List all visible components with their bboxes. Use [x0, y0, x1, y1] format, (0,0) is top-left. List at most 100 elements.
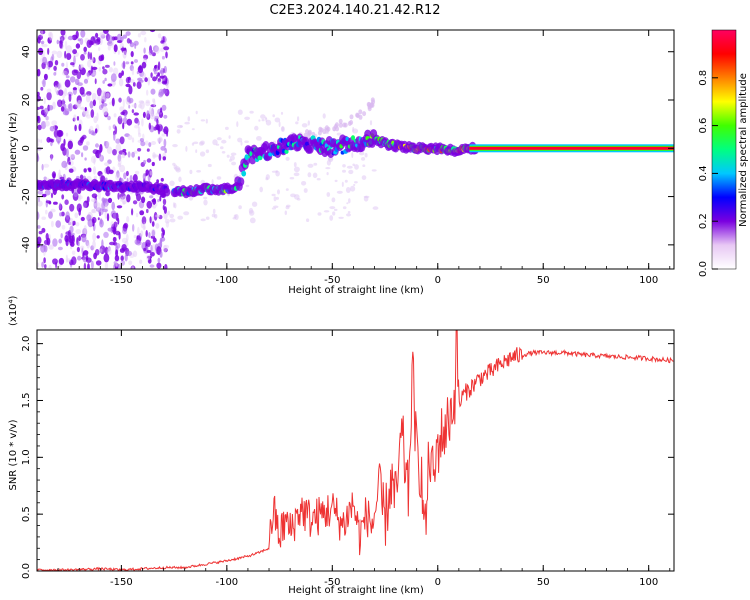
noise-blob	[121, 152, 126, 159]
noise-blob	[137, 226, 140, 236]
noise-blob	[145, 99, 150, 104]
noise-blob	[254, 125, 259, 131]
noise-blob	[112, 236, 117, 243]
noise-blob	[205, 118, 208, 124]
noise-blob	[80, 30, 86, 38]
noise-blob	[98, 55, 104, 62]
snr-line	[37, 330, 674, 571]
noise-blob	[104, 246, 109, 255]
noise-blob	[140, 30, 147, 36]
noise-blob	[149, 252, 155, 257]
noise-blob	[90, 109, 95, 118]
noise-blob	[116, 205, 123, 209]
noise-blob	[369, 120, 373, 126]
noise-blob	[372, 206, 379, 210]
noise-blob	[53, 124, 56, 132]
noise-blob	[92, 232, 97, 242]
noise-blob	[115, 242, 121, 249]
noise-blob	[121, 237, 128, 244]
x-tick-label: 100	[639, 577, 658, 588]
noise-blob	[68, 168, 74, 173]
noise-blob	[162, 244, 168, 253]
noise-blob	[111, 201, 115, 211]
noise-blob	[83, 46, 87, 53]
noise-blob	[345, 187, 351, 193]
noise-blob	[160, 107, 163, 113]
noise-blob	[183, 211, 190, 216]
noise-blob	[80, 245, 85, 250]
noise-blob	[164, 218, 170, 224]
noise-blob	[45, 115, 50, 121]
noise-blob	[127, 151, 131, 158]
noise-blob	[122, 122, 125, 130]
noise-blob	[148, 142, 152, 148]
noise-blob	[354, 181, 358, 184]
noise-blob	[342, 169, 346, 173]
noise-blob	[42, 56, 47, 64]
noise-blob	[245, 184, 250, 188]
noise-blob	[38, 196, 40, 203]
noise-blob	[280, 111, 284, 115]
noise-blob	[117, 162, 122, 168]
noise-blob	[129, 64, 134, 71]
noise-blob	[160, 177, 164, 182]
noise-blob	[77, 38, 81, 42]
noise-blob	[155, 214, 161, 218]
noise-blob	[259, 186, 264, 193]
noise-blob	[37, 190, 44, 195]
noise-blob	[142, 111, 146, 118]
noise-blob	[200, 119, 206, 122]
x-tick-label: 50	[537, 275, 550, 286]
noise-blob	[122, 117, 128, 125]
noise-blob	[76, 246, 80, 253]
noise-blob	[238, 205, 242, 210]
noise-blob	[149, 170, 153, 176]
noise-blob	[109, 67, 113, 73]
noise-blob	[81, 234, 87, 243]
noise-blob	[146, 250, 152, 253]
noise-blob	[162, 198, 167, 205]
noise-blob	[105, 191, 110, 197]
noise-blob	[151, 229, 156, 237]
noise-blob	[98, 152, 103, 161]
noise-blob	[64, 87, 67, 97]
noise-blob	[156, 262, 162, 269]
snr-x-label: Height of straight line (km)	[288, 585, 424, 596]
noise-blob	[83, 51, 87, 55]
noise-blob	[103, 253, 110, 263]
noise-blob	[125, 233, 129, 242]
x-tick-label: -100	[215, 577, 238, 588]
noise-blob	[143, 221, 146, 230]
noise-blob	[125, 76, 131, 84]
noise-blob	[71, 256, 77, 266]
noise-blob	[226, 154, 230, 158]
noise-blob	[125, 170, 129, 177]
noise-blob	[332, 211, 336, 216]
noise-blob	[37, 36, 41, 44]
noise-blob	[64, 79, 71, 88]
noise-blob	[115, 173, 121, 181]
noise-blob	[155, 124, 160, 131]
noise-blob	[90, 260, 94, 269]
noise-blob	[133, 150, 138, 154]
ridge-blob	[364, 129, 372, 139]
noise-blob	[43, 107, 49, 115]
noise-blob	[316, 178, 321, 181]
y-tick-label: 1.5	[21, 393, 32, 409]
noise-blob	[83, 225, 87, 234]
noise-blob	[128, 260, 133, 266]
noise-blob	[133, 112, 139, 116]
noise-blob	[77, 99, 82, 107]
noise-blob	[159, 239, 163, 248]
colorbar-ticks: 0.0 0.2 0.4 0.6 0.8	[698, 70, 718, 277]
noise-blob	[148, 122, 151, 130]
ridge-blob	[322, 129, 327, 135]
snr-x-ticks: -150 -100 -50 0 50 100	[36, 330, 671, 588]
noise-blob	[77, 241, 80, 247]
noise-blob	[125, 61, 130, 65]
noise-blob	[132, 250, 138, 258]
ridge-blob	[349, 120, 354, 125]
noise-blob	[46, 237, 51, 246]
noise-blob	[96, 235, 100, 239]
noise-blob	[244, 140, 249, 143]
